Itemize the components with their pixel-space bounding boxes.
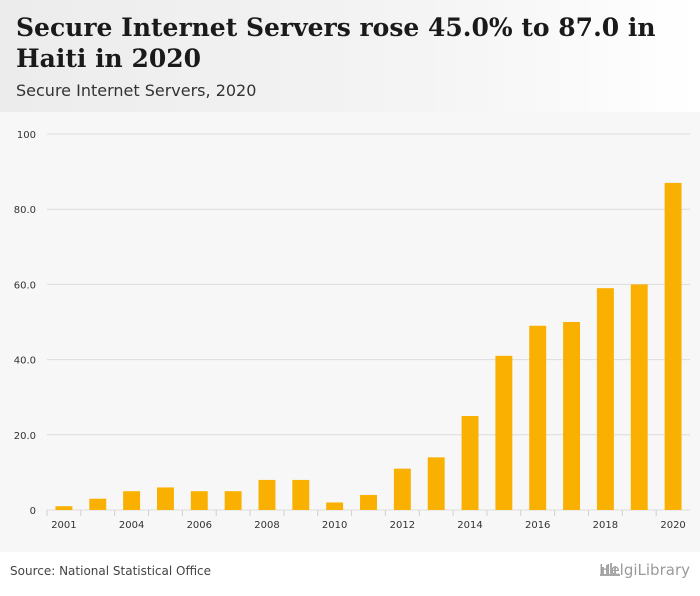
x-tick-label: 2008 xyxy=(254,520,279,531)
source-note: Source: National Statistical Office xyxy=(10,564,212,578)
plot-area xyxy=(0,112,700,552)
bar-2008 xyxy=(258,479,276,510)
bar-2003 xyxy=(89,498,107,510)
x-tick-label: 2014 xyxy=(457,520,482,531)
bar-2015 xyxy=(495,355,513,510)
x-tick-label: 2016 xyxy=(525,520,550,531)
bar-2017 xyxy=(563,322,581,510)
x-tick-label: 2012 xyxy=(390,520,415,531)
library-building-icon xyxy=(600,563,621,576)
y-tick-label: 100 xyxy=(17,130,36,141)
bar-2012 xyxy=(393,468,411,510)
y-tick-label: 60.0 xyxy=(14,280,36,291)
bar-2004 xyxy=(123,491,141,510)
bar-2014 xyxy=(461,416,479,510)
x-tick-label: 2018 xyxy=(593,520,618,531)
y-tick-label: 20.0 xyxy=(14,431,36,442)
bar-2007 xyxy=(224,491,242,510)
x-tick-label: 2006 xyxy=(187,520,212,531)
bar-chart: 0 20.0 40.0 60.0 80.0 100 2001 2004 2006 2008 2010… xyxy=(14,130,690,531)
chart-title: Secure Internet Servers rose 45.0% to 87… xyxy=(16,13,656,73)
bar-2020 xyxy=(664,182,682,510)
y-tick-label: 40.0 xyxy=(14,356,36,367)
bar-2005 xyxy=(156,487,174,510)
bar-2019 xyxy=(630,284,648,510)
chart-subtitle: Secure Internet Servers, 2020 xyxy=(16,81,257,100)
helgi-library-logo[interactable]: HelgiLibrary xyxy=(599,561,690,579)
bar-2001 xyxy=(55,506,73,510)
bar-2010 xyxy=(326,502,344,510)
header-band: Secure Internet Servers rose 45.0% to 87… xyxy=(0,0,700,112)
bar-2018 xyxy=(596,288,614,510)
y-tick-label: 0 xyxy=(30,506,36,517)
x-tick-label: 2010 xyxy=(322,520,347,531)
bar-2009 xyxy=(292,479,310,510)
x-tick-label: 2004 xyxy=(119,520,144,531)
bar-2016 xyxy=(529,325,547,510)
x-tick-label: 2001 xyxy=(51,520,76,531)
y-tick-label: 80.0 xyxy=(14,205,36,216)
bar-2006 xyxy=(190,491,208,510)
x-tick-label: 2020 xyxy=(660,520,685,531)
bar-2011 xyxy=(360,494,377,510)
logo-text: HelgiLibrary xyxy=(599,561,690,579)
bar-2013 xyxy=(427,457,445,510)
